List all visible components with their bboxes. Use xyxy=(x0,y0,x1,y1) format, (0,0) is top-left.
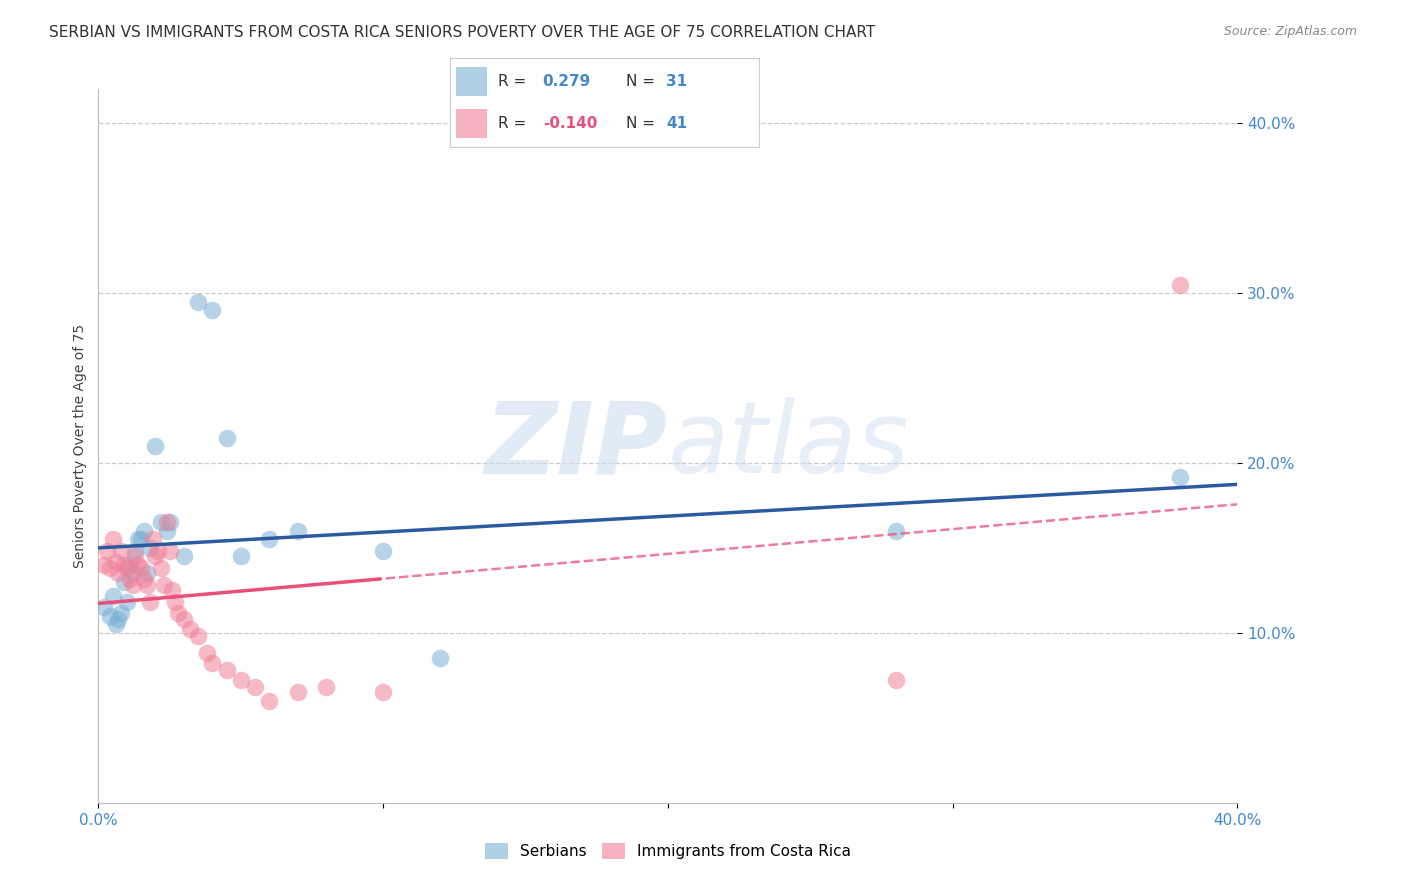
Text: R =: R = xyxy=(498,116,526,131)
Point xyxy=(112,558,135,572)
Point xyxy=(110,606,132,620)
Point xyxy=(173,549,195,564)
Text: 41: 41 xyxy=(666,116,688,131)
Point xyxy=(132,524,155,538)
Point xyxy=(118,572,141,586)
Point xyxy=(138,595,160,609)
Point xyxy=(187,629,209,643)
Point xyxy=(127,533,149,547)
Point xyxy=(373,544,395,558)
Point xyxy=(132,572,155,586)
Point xyxy=(429,651,451,665)
Text: atlas: atlas xyxy=(668,398,910,494)
Point xyxy=(129,561,152,575)
Point xyxy=(124,544,146,558)
Point xyxy=(884,673,907,688)
FancyBboxPatch shape xyxy=(456,67,486,96)
Point xyxy=(107,566,129,581)
Text: ZIP: ZIP xyxy=(485,398,668,494)
Point xyxy=(101,533,124,547)
Point xyxy=(167,606,190,620)
Text: SERBIAN VS IMMIGRANTS FROM COSTA RICA SENIORS POVERTY OVER THE AGE OF 75 CORRELA: SERBIAN VS IMMIGRANTS FROM COSTA RICA SE… xyxy=(49,25,876,40)
Point xyxy=(1170,277,1192,292)
Text: -0.140: -0.140 xyxy=(543,116,598,131)
Point xyxy=(98,608,121,623)
Point xyxy=(165,595,187,609)
Point xyxy=(145,549,167,564)
Point xyxy=(159,516,181,530)
Point xyxy=(201,657,224,671)
Point xyxy=(159,544,181,558)
Point xyxy=(115,561,138,575)
Point xyxy=(153,578,176,592)
Text: Source: ZipAtlas.com: Source: ZipAtlas.com xyxy=(1223,25,1357,38)
Point xyxy=(173,612,195,626)
Point xyxy=(107,612,129,626)
Point xyxy=(156,524,179,538)
Point xyxy=(145,439,167,453)
Point xyxy=(229,673,252,688)
Point xyxy=(215,430,238,444)
Y-axis label: Seniors Poverty Over the Age of 75: Seniors Poverty Over the Age of 75 xyxy=(73,324,87,568)
Point xyxy=(135,566,157,581)
Point xyxy=(1170,469,1192,483)
Point xyxy=(138,541,160,555)
Point xyxy=(315,680,337,694)
Point xyxy=(112,574,135,589)
Point xyxy=(259,533,281,547)
Point xyxy=(179,623,201,637)
Point xyxy=(93,558,115,572)
Point xyxy=(121,578,143,592)
Point xyxy=(118,558,141,572)
Point xyxy=(104,555,127,569)
Text: N =: N = xyxy=(626,116,655,131)
Point xyxy=(884,524,907,538)
Point xyxy=(150,516,173,530)
Text: 31: 31 xyxy=(666,74,688,89)
Point xyxy=(215,663,238,677)
Point xyxy=(93,600,115,615)
Point xyxy=(156,516,179,530)
Point xyxy=(127,558,149,572)
Point xyxy=(187,294,209,309)
Text: N =: N = xyxy=(626,74,655,89)
Point xyxy=(229,549,252,564)
Point xyxy=(121,566,143,581)
Point xyxy=(287,685,309,699)
Point xyxy=(101,589,124,603)
Point xyxy=(110,544,132,558)
Point xyxy=(162,583,184,598)
Point xyxy=(124,549,146,564)
Point xyxy=(259,694,281,708)
Point xyxy=(373,685,395,699)
Legend: Serbians, Immigrants from Costa Rica: Serbians, Immigrants from Costa Rica xyxy=(485,844,851,859)
Point xyxy=(115,595,138,609)
Point xyxy=(195,646,218,660)
Point xyxy=(98,561,121,575)
Point xyxy=(201,303,224,318)
Point xyxy=(243,680,266,694)
Point xyxy=(141,533,163,547)
Text: 0.279: 0.279 xyxy=(543,74,591,89)
Text: R =: R = xyxy=(498,74,526,89)
Point xyxy=(148,544,170,558)
FancyBboxPatch shape xyxy=(456,109,486,138)
Point xyxy=(96,544,118,558)
Point xyxy=(150,561,173,575)
Point xyxy=(135,578,157,592)
Point xyxy=(287,524,309,538)
Point xyxy=(104,617,127,632)
Point xyxy=(129,533,152,547)
